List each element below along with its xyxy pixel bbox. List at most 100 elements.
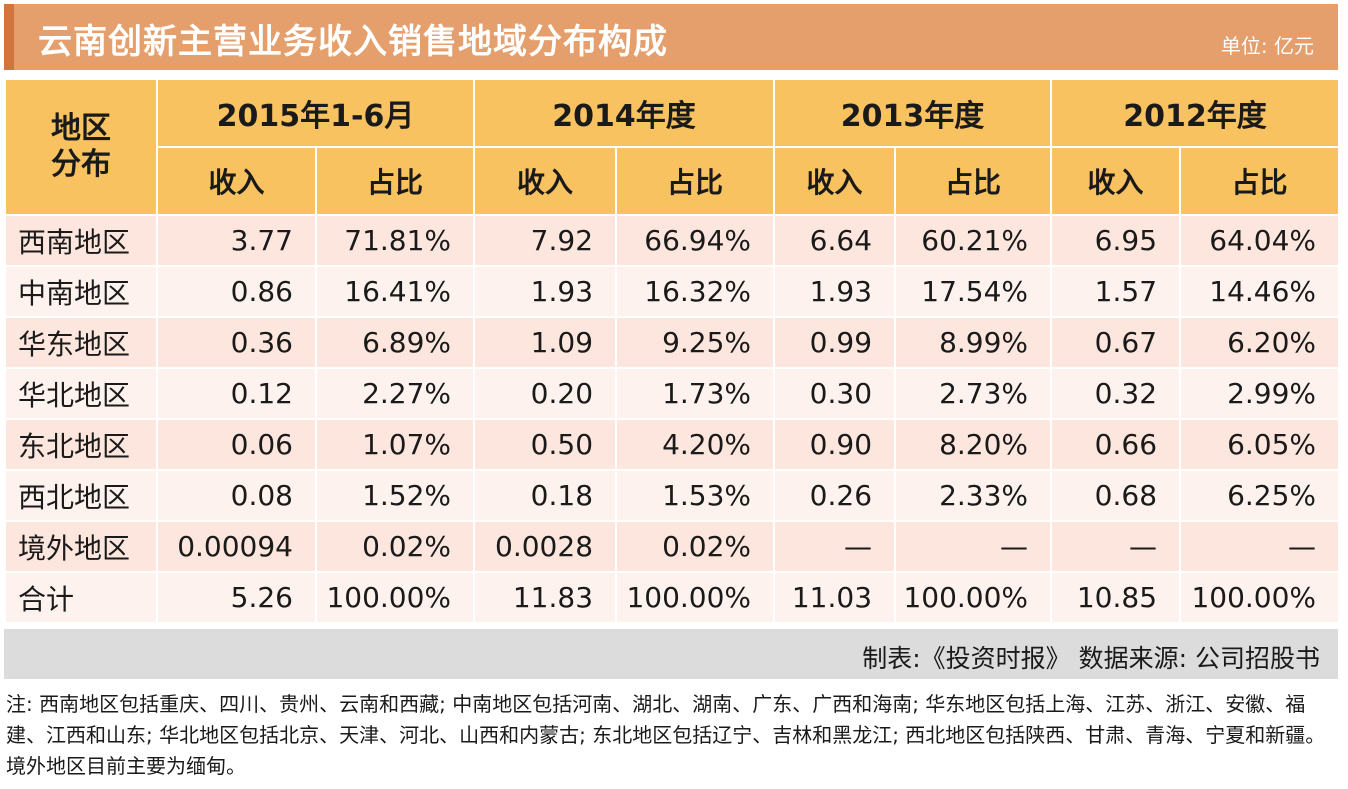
share-cell: 66.94%	[615, 214, 776, 267]
table-row: 华东地区 0.36 6.89% 1.09 9.25% 0.99 8.99% 0.67 6.20%	[4, 316, 1341, 369]
share-cell: 17.54%	[894, 265, 1053, 318]
share-cell: 100.00%	[615, 571, 776, 624]
income-cell: 0.06	[156, 418, 317, 471]
share-cell: 2.73%	[894, 367, 1053, 420]
income-cell: 0.12	[156, 367, 317, 420]
share-cell: 6.05%	[1179, 418, 1341, 471]
footnote: 注: 西南地区包括重庆、四川、贵州、云南和西藏; 中南地区包括河南、湖北、湖南、…	[6, 692, 1326, 778]
income-header: 收入	[1050, 146, 1182, 216]
share-cell: 100.00%	[314, 571, 476, 624]
share-cell: 1.53%	[615, 469, 776, 522]
region-cell: 西北地区	[4, 469, 158, 522]
share-cell: 6.89%	[314, 316, 476, 369]
income-cell: 6.95	[1050, 214, 1182, 267]
share-cell: 2.27%	[314, 367, 476, 420]
source-text: 制表:《投资时报》 数据来源: 公司招股书	[862, 644, 1320, 673]
share-cell: 71.81%	[314, 214, 476, 267]
region-cell: 中南地区	[4, 265, 158, 318]
income-cell: 10.85	[1050, 571, 1182, 624]
share-cell: 2.99%	[1179, 367, 1341, 420]
table-row: 境外地区 0.00094 0.02% 0.0028 0.02% — — — —	[4, 520, 1341, 573]
period-header: 2015年1-6月	[155, 78, 476, 148]
table-row: 西北地区 0.08 1.52% 0.18 1.53% 0.26 2.33% 0.68 6.25%	[4, 469, 1341, 522]
income-cell: 1.93	[473, 265, 618, 318]
table-row: 华北地区 0.12 2.27% 0.20 1.73% 0.30 2.73% 0.32 2.99%	[4, 367, 1341, 420]
income-cell: 0.66	[1050, 418, 1182, 471]
share-cell: 0.02%	[314, 520, 476, 573]
period-header: 2014年度	[473, 78, 776, 148]
table-row: 西南地区 3.77 71.81% 7.92 66.94% 6.64 60.21% 6.95 64…	[4, 214, 1341, 267]
table-row: 合计 5.26 100.00% 11.83 100.00% 11.03 100.00% 10.…	[4, 571, 1341, 624]
income-cell: 1.09	[473, 316, 618, 369]
region-cell: 华北地区	[4, 367, 158, 420]
row-header-cell: 地区分布	[4, 78, 158, 216]
share-cell: —	[1179, 520, 1341, 573]
income-cell: 6.64	[773, 214, 897, 267]
income-cell: 0.86	[156, 265, 317, 318]
share-cell: 8.99%	[894, 316, 1053, 369]
row-header-label: 地区分布	[51, 111, 111, 182]
title-banner	[4, 4, 1338, 70]
share-cell: 14.46%	[1179, 265, 1341, 318]
table-row: 中南地区 0.86 16.41% 1.93 16.32% 1.93 17.54% 1.57 14…	[4, 265, 1341, 318]
share-cell: 60.21%	[894, 214, 1053, 267]
source-bar: 制表:《投资时报》 数据来源: 公司招股书	[4, 629, 1338, 679]
income-cell: 0.08	[156, 469, 317, 522]
income-cell: 1.93	[773, 265, 897, 318]
period-header: 2012年度	[1050, 78, 1341, 148]
income-cell: 5.26	[156, 571, 317, 624]
region-cell: 华东地区	[4, 316, 158, 369]
share-cell: 1.07%	[314, 418, 476, 471]
table-body: 西南地区 3.77 71.81% 7.92 66.94% 6.64 60.21% 6.95 64…	[4, 214, 1341, 624]
income-cell: 0.99	[773, 316, 897, 369]
income-cell: 0.0028	[473, 520, 618, 573]
share-cell: 4.20%	[615, 418, 776, 471]
income-cell: 11.03	[773, 571, 897, 624]
share-cell: 1.52%	[314, 469, 476, 522]
sales-region-table: 地区分布 2015年1-6月 2014年度 2013年度 2012年度 收入 占…	[4, 78, 1341, 624]
income-cell: 0.32	[1050, 367, 1182, 420]
share-cell: 100.00%	[894, 571, 1053, 624]
income-header: 收入	[473, 146, 618, 216]
share-cell: 16.32%	[615, 265, 776, 318]
income-cell: 11.83	[473, 571, 618, 624]
region-cell: 境外地区	[4, 520, 158, 573]
share-cell: 16.41%	[314, 265, 476, 318]
banner-accent-stripe	[4, 4, 14, 70]
income-cell: 7.92	[473, 214, 618, 267]
table-row: 东北地区 0.06 1.07% 0.50 4.20% 0.90 8.20% 0.66 6.05%	[4, 418, 1341, 471]
income-cell: 0.26	[773, 469, 897, 522]
income-header: 收入	[773, 146, 897, 216]
income-cell: 0.90	[773, 418, 897, 471]
income-header: 收入	[156, 146, 317, 216]
income-cell: 0.68	[1050, 469, 1182, 522]
share-cell: 9.25%	[615, 316, 776, 369]
period-header: 2013年度	[773, 78, 1053, 148]
share-cell: 2.33%	[894, 469, 1053, 522]
share-cell: 1.73%	[615, 367, 776, 420]
page-title: 云南创新主营业务收入销售地域分布构成	[38, 22, 668, 62]
share-cell: 6.25%	[1179, 469, 1341, 522]
income-cell: 0.30	[773, 367, 897, 420]
region-cell: 东北地区	[4, 418, 158, 471]
income-cell: —	[1050, 520, 1182, 573]
share-cell: —	[894, 520, 1053, 573]
income-cell: 0.18	[473, 469, 618, 522]
unit-label: 单位: 亿元	[1220, 34, 1314, 58]
income-cell: 0.20	[473, 367, 618, 420]
region-cell: 合计	[4, 571, 158, 624]
share-cell: 64.04%	[1179, 214, 1341, 267]
income-cell: 3.77	[156, 214, 317, 267]
income-cell: 0.36	[156, 316, 317, 369]
income-cell: 0.00094	[156, 520, 317, 573]
share-cell: 0.02%	[615, 520, 776, 573]
income-cell: 1.57	[1050, 265, 1182, 318]
region-cell: 西南地区	[4, 214, 158, 267]
share-header: 占比	[894, 146, 1053, 216]
income-cell: 0.50	[473, 418, 618, 471]
share-cell: 100.00%	[1179, 571, 1341, 624]
income-cell: —	[773, 520, 897, 573]
share-header: 占比	[1179, 146, 1341, 216]
share-header: 占比	[314, 146, 476, 216]
share-cell: 8.20%	[894, 418, 1053, 471]
